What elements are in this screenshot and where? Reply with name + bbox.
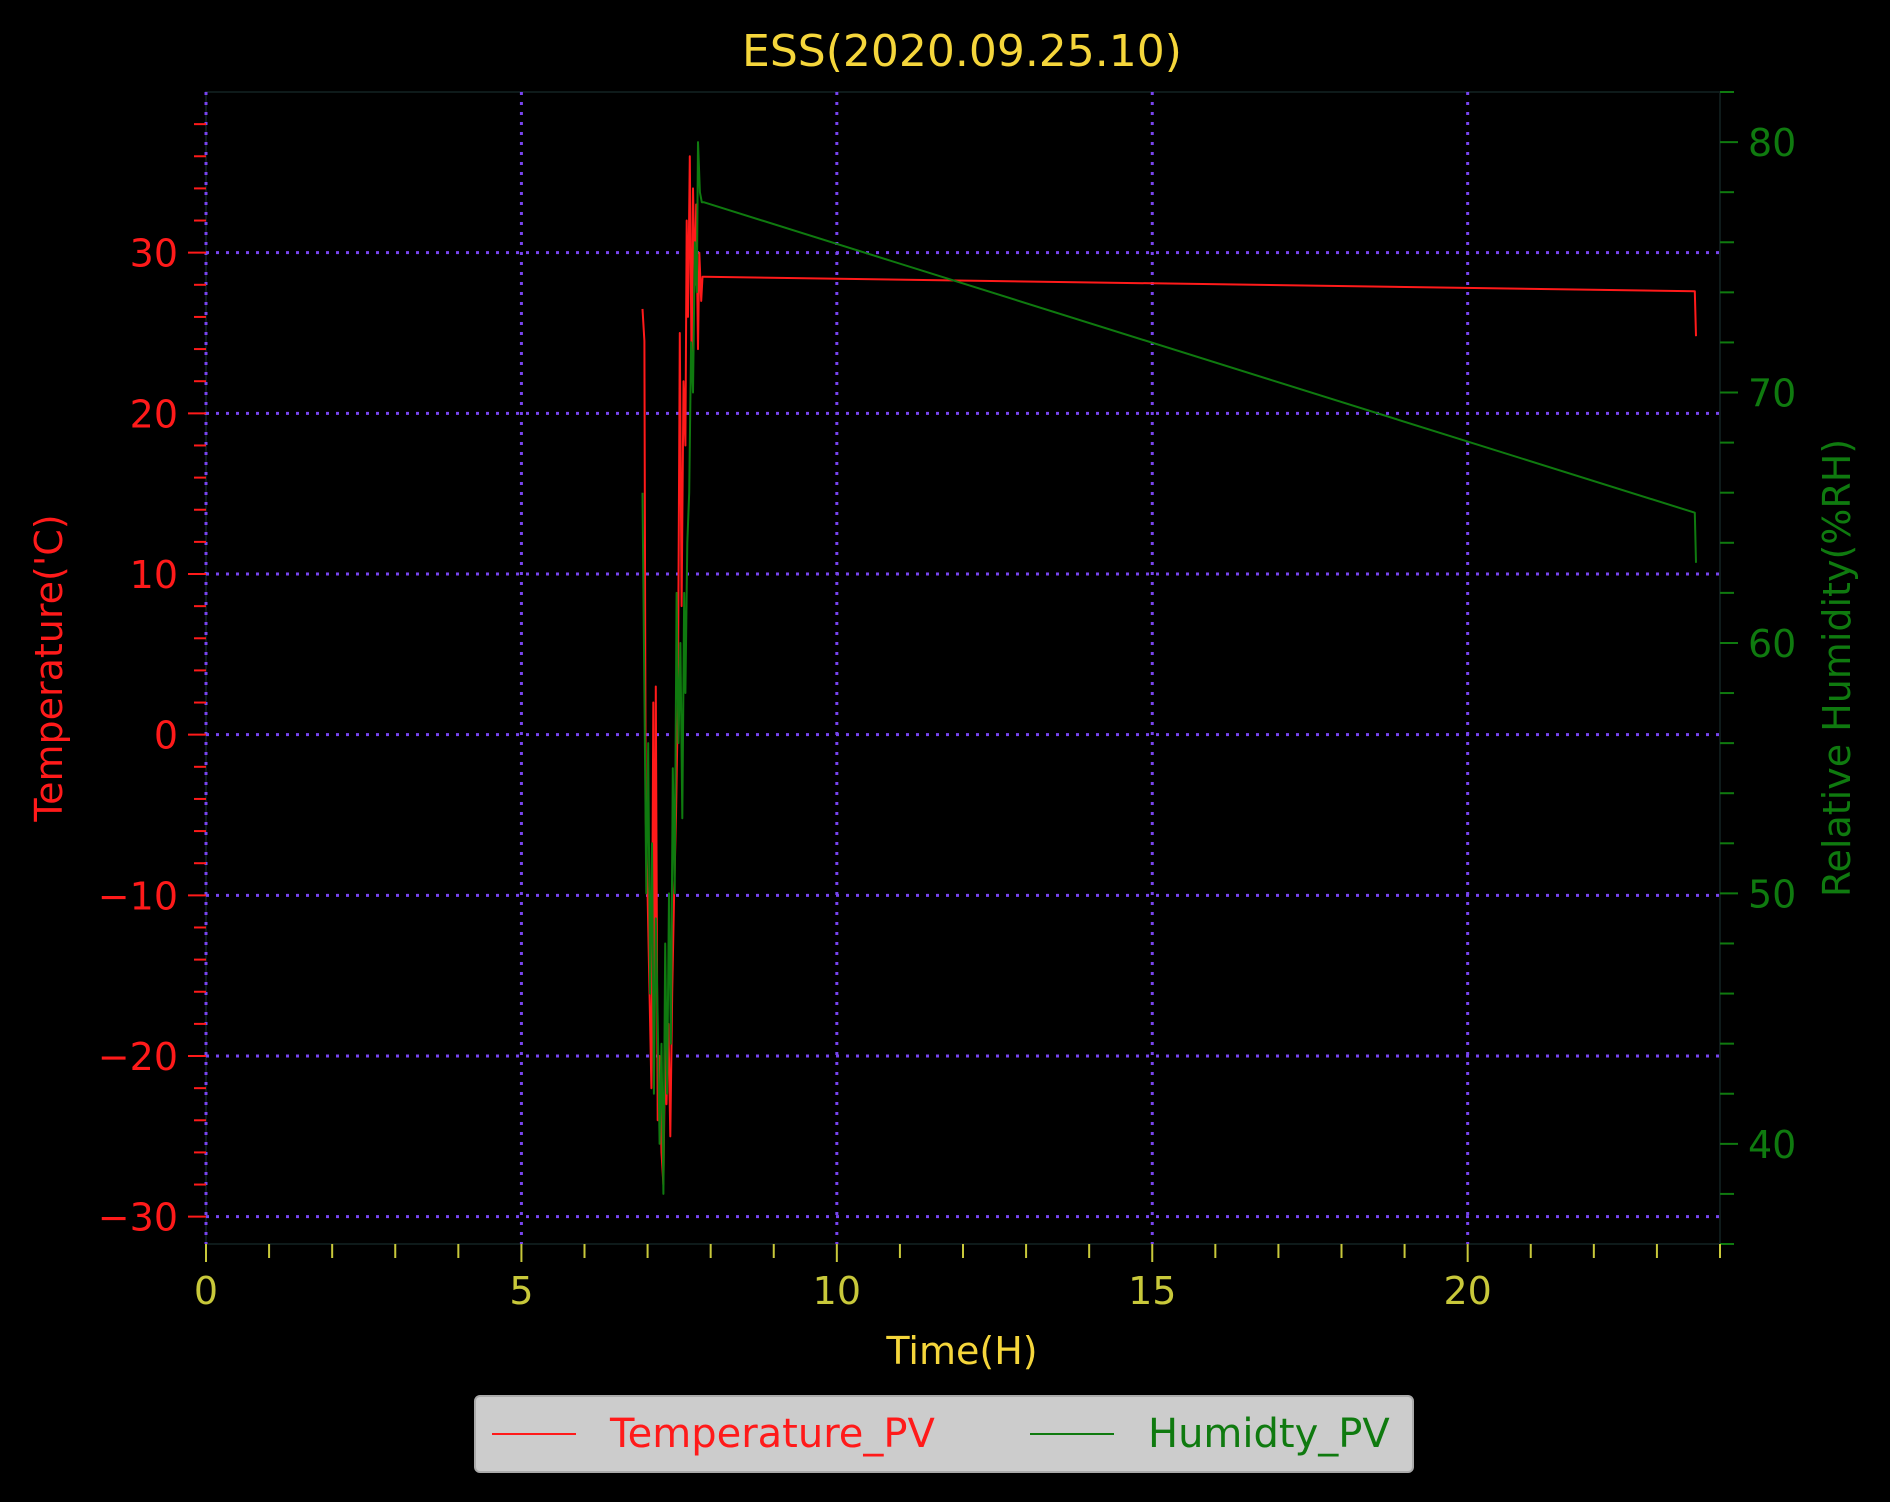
x-tick-label: 10	[813, 1269, 861, 1313]
right-axis: 40 50 60 70 80	[1720, 91, 1796, 1245]
left-tick-label: 20	[130, 392, 178, 436]
x-tick-label: 0	[194, 1269, 218, 1313]
left-axis: −30 −20 −10 0 10 20 30	[98, 123, 206, 1240]
right-axis-label: Relative Humidity(%RH)	[1815, 439, 1859, 897]
chart-title: ESS(2020.09.25.10)	[742, 26, 1182, 77]
series-layer	[641, 141, 1697, 1195]
left-tick-label: −10	[98, 874, 178, 918]
left-tick-label: 30	[130, 232, 178, 276]
right-tick-label: 60	[1748, 622, 1796, 666]
legend-item-humidity: Humidty_PV	[1030, 1397, 1390, 1471]
series-line-humidity	[641, 141, 1697, 1195]
right-tick-label: 70	[1748, 372, 1796, 416]
right-tick-label: 40	[1748, 1123, 1796, 1167]
x-axis-label: Time(H)	[885, 1329, 1037, 1373]
left-tick-label: −30	[98, 1196, 178, 1240]
legend-swatch-temperature	[492, 1433, 576, 1435]
right-tick-label: 50	[1748, 872, 1796, 916]
x-axis: 0 5 10 15 20	[194, 1244, 1721, 1313]
x-tick-label: 5	[509, 1269, 533, 1313]
right-tick-label: 80	[1748, 121, 1796, 165]
x-tick-label: 20	[1443, 1269, 1491, 1313]
legend-label-humidity: Humidty_PV	[1148, 1411, 1390, 1457]
plot-area	[205, 91, 1721, 1245]
left-axis-label: Temperature('C)	[27, 514, 71, 822]
legend-label-temperature: Temperature_PV	[610, 1411, 935, 1457]
left-tick-label: −20	[98, 1035, 178, 1079]
left-tick-label: 0	[154, 714, 178, 758]
legend-item-temperature: Temperature_PV	[492, 1397, 935, 1471]
x-tick-label: 15	[1128, 1269, 1176, 1313]
legend-swatch-humidity	[1030, 1433, 1114, 1435]
left-tick-label: 10	[130, 553, 178, 597]
legend: Temperature_PV Humidty_PV	[474, 1395, 1414, 1473]
